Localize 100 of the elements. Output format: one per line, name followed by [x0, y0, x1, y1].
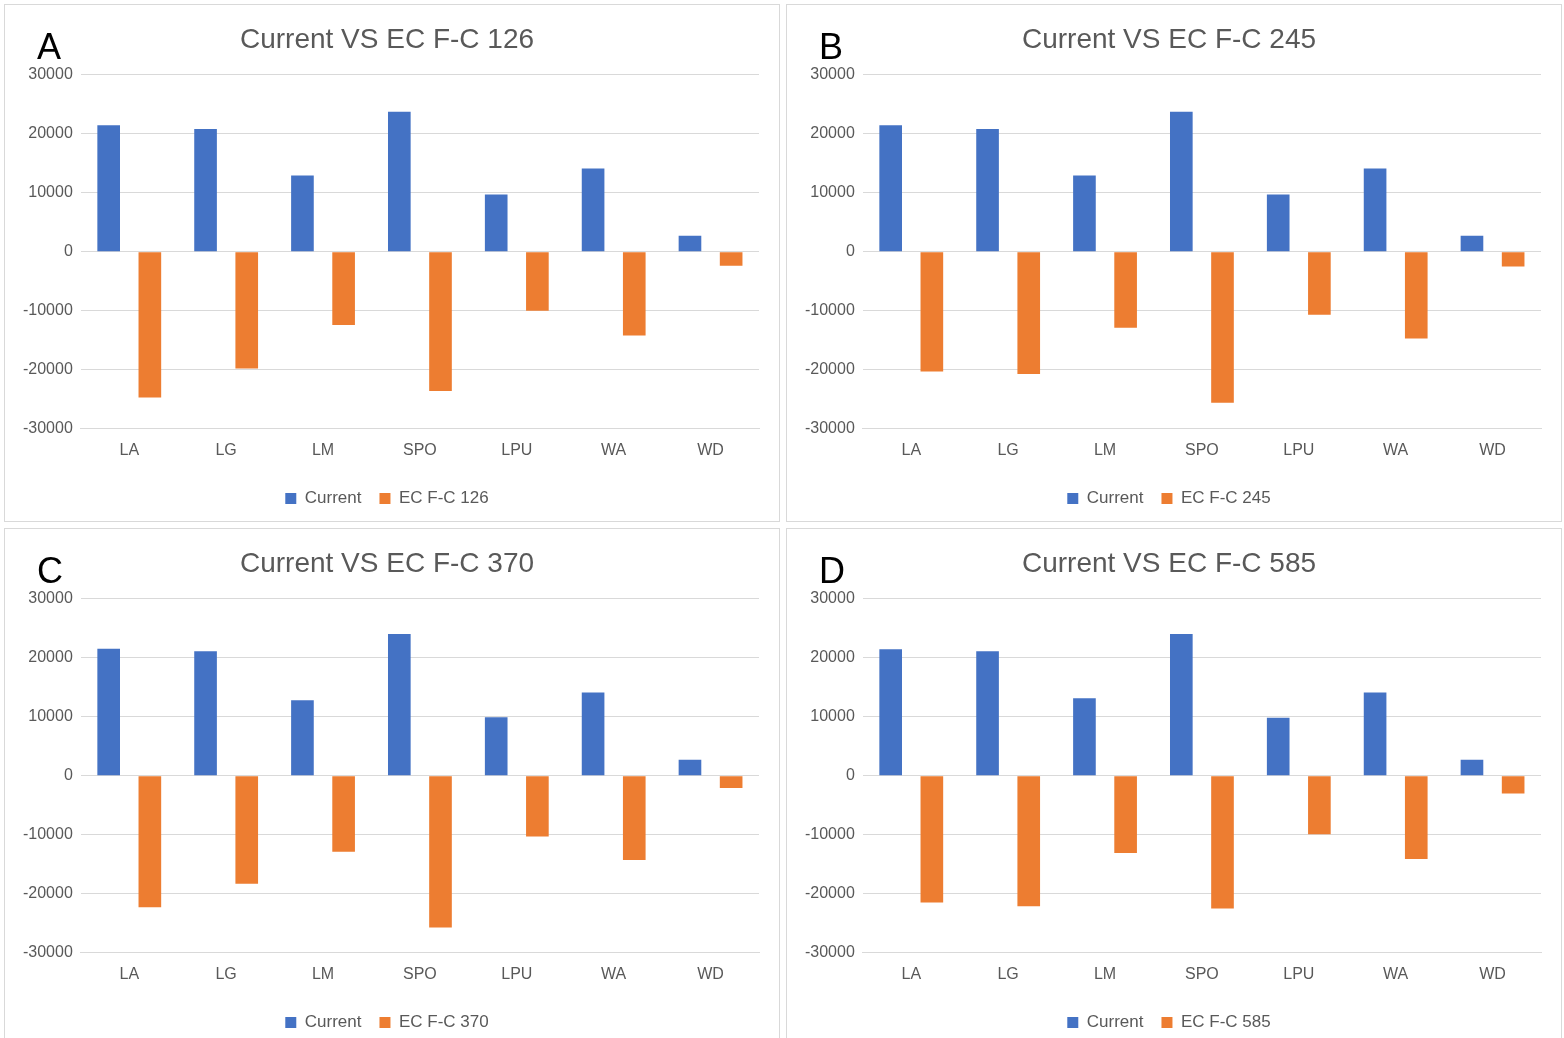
bar	[138, 252, 162, 398]
y-tick-label: -20000	[804, 360, 855, 378]
bar	[291, 700, 314, 776]
x-tick-label: WD	[1479, 440, 1506, 458]
bar	[526, 776, 549, 837]
bar	[879, 649, 902, 776]
y-tick-label: -10000	[22, 301, 73, 319]
bar	[194, 128, 217, 252]
x-tick-label: SPO	[403, 964, 437, 982]
legend-label: Current	[1086, 1012, 1144, 1032]
y-tick-label: -10000	[22, 825, 73, 843]
x-tick-label: LM	[311, 964, 335, 982]
y-tick-label: 30000	[810, 65, 855, 83]
bar	[976, 651, 999, 776]
bar	[388, 111, 411, 252]
bar	[1501, 776, 1525, 794]
y-tick-label: 20000	[28, 648, 73, 666]
legend-label: EC F-C 245	[1180, 488, 1271, 508]
x-tick-label: WD	[1479, 964, 1506, 982]
bar	[388, 634, 411, 776]
y-tick-label: 0	[63, 766, 73, 784]
x-tick-label: WD	[697, 440, 724, 458]
bar	[1404, 252, 1428, 339]
x-tick-label: WA	[601, 964, 627, 982]
y-tick-label: 0	[63, 242, 73, 260]
y-tick-label: -10000	[804, 825, 855, 843]
bar	[581, 692, 605, 776]
y-tick-label: -30000	[22, 943, 73, 961]
legend-label: EC F-C 370	[398, 1012, 489, 1032]
y-tick-label: 10000	[810, 183, 855, 201]
bar	[291, 175, 314, 252]
x-tick-label: SPO	[1185, 440, 1219, 458]
chart-title: Current VS EC F-C 245	[1021, 22, 1317, 54]
bar	[879, 125, 902, 252]
bar	[920, 776, 944, 903]
y-tick-label: -10000	[804, 301, 855, 319]
bar	[194, 651, 217, 776]
x-tick-label: WA	[601, 440, 627, 458]
bar	[1501, 252, 1525, 267]
chart-title: Current VS EC F-C 585	[1021, 546, 1317, 578]
bar	[678, 759, 702, 776]
bar	[920, 252, 944, 372]
bar	[1017, 252, 1041, 374]
chart-title: Current VS EC F-C 370	[239, 546, 535, 578]
x-tick-label: LA	[119, 440, 140, 458]
x-tick-label: SPO	[1185, 964, 1219, 982]
bar	[976, 128, 999, 252]
bar	[1170, 634, 1193, 776]
bar	[581, 168, 605, 252]
bar	[1170, 111, 1193, 252]
x-tick-label: WD	[697, 964, 724, 982]
y-tick-label: 30000	[28, 589, 73, 607]
y-tick-label: -30000	[804, 419, 855, 437]
legend-label: EC F-C 126	[398, 488, 489, 508]
bar	[97, 125, 120, 252]
y-tick-label: 0	[845, 242, 855, 260]
bar	[235, 776, 259, 884]
bar	[622, 776, 646, 861]
text: A	[37, 25, 62, 67]
bar	[622, 252, 646, 336]
x-tick-label: LPU	[501, 964, 533, 982]
y-tick-label: 0	[845, 766, 855, 784]
bar	[484, 194, 508, 252]
x-tick-label: LG	[997, 964, 1019, 982]
bar	[1073, 175, 1096, 252]
bar	[1363, 168, 1387, 252]
text: C	[37, 549, 63, 591]
legend-label: Current	[304, 488, 362, 508]
bar	[719, 252, 743, 266]
bar	[1211, 776, 1234, 909]
y-tick-label: -20000	[22, 360, 73, 378]
bar	[1017, 776, 1041, 907]
bar	[1114, 252, 1137, 328]
y-tick-label: -20000	[22, 884, 73, 902]
x-tick-label: LM	[1093, 964, 1117, 982]
x-tick-label: LPU	[501, 440, 533, 458]
bar	[429, 776, 452, 928]
bar	[1073, 698, 1096, 776]
bar	[1460, 759, 1484, 776]
y-tick-label: 20000	[810, 648, 855, 666]
x-tick-label: LPU	[1283, 440, 1315, 458]
x-tick-label: LA	[901, 440, 922, 458]
x-tick-label: LG	[215, 964, 237, 982]
x-tick-label: LA	[901, 964, 922, 982]
bar	[1211, 252, 1234, 403]
y-tick-label: 10000	[28, 183, 73, 201]
x-tick-label: LM	[311, 440, 335, 458]
bar	[332, 252, 355, 325]
legend-label: Current	[1086, 488, 1144, 508]
bar	[138, 776, 162, 908]
bar	[1266, 194, 1290, 252]
bar	[97, 648, 120, 776]
x-tick-label: WA	[1383, 440, 1409, 458]
y-tick-label: 20000	[810, 124, 855, 142]
x-tick-label: LA	[119, 964, 140, 982]
y-tick-label: 10000	[28, 707, 73, 725]
x-tick-label: WA	[1383, 964, 1409, 982]
bar	[1308, 252, 1331, 315]
y-tick-label: -20000	[804, 884, 855, 902]
bar	[1404, 776, 1428, 859]
